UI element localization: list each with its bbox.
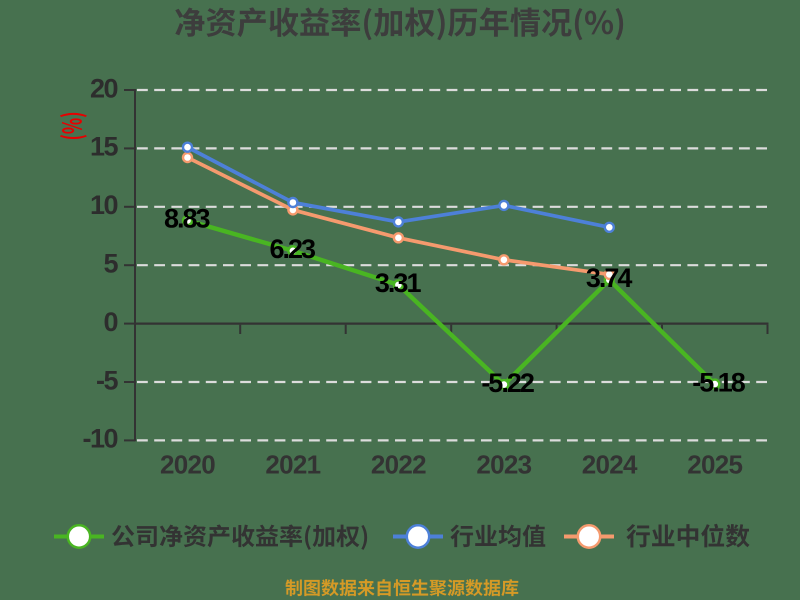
svg-text:-5.22: -5.22 <box>481 368 534 398</box>
svg-text:2023: 2023 <box>476 449 531 479</box>
svg-text:5: 5 <box>103 249 118 279</box>
svg-text:2022: 2022 <box>371 449 426 479</box>
svg-text:6.23: 6.23 <box>270 234 317 264</box>
svg-text:8.83: 8.83 <box>164 204 211 234</box>
svg-text:0: 0 <box>103 307 117 337</box>
svg-text:-5.18: -5.18 <box>692 367 746 397</box>
svg-text:2021: 2021 <box>265 449 320 479</box>
svg-text:3.31: 3.31 <box>375 268 422 298</box>
svg-text:2025: 2025 <box>687 449 742 479</box>
svg-text:-10: -10 <box>82 424 117 454</box>
svg-text:20: 20 <box>90 73 118 103</box>
svg-text:3.74: 3.74 <box>586 263 633 293</box>
svg-text:15: 15 <box>90 132 119 162</box>
svg-text:-5: -5 <box>96 365 118 395</box>
svg-text:2020: 2020 <box>160 449 215 479</box>
svg-text:2024: 2024 <box>582 449 638 479</box>
svg-text:10: 10 <box>90 190 118 220</box>
